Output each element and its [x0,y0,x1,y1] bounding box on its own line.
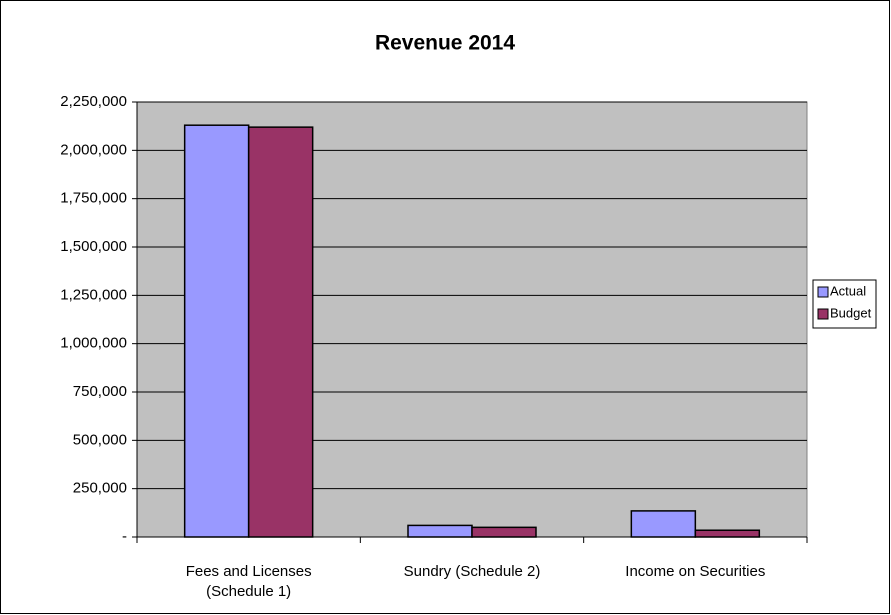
y-tick-label: 750,000 [73,383,127,400]
legend-swatch [817,308,829,320]
legend-label: Actual [830,283,866,298]
y-tick-label: 1,500,000 [60,238,127,255]
bar [630,510,697,538]
bar [407,524,473,538]
bar [247,126,314,538]
legend-swatch [817,286,829,298]
bar [183,124,250,538]
chart-title: Revenue 2014 [375,32,515,55]
bar [471,526,537,538]
y-tick-label: 500,000 [73,431,127,448]
bar [694,529,761,538]
y-tick-label: - [122,528,127,545]
y-tick-label: 2,000,000 [60,141,127,158]
x-tick-label: Fees and Licenses (Schedule 1) [185,563,312,600]
legend-label: Budget [830,305,872,320]
y-tick-label: 1,250,000 [60,286,127,303]
y-tick-label: 2,250,000 [60,93,127,110]
y-tick-label: 1,750,000 [60,190,127,207]
y-tick-label: 1,000,000 [60,335,127,352]
y-tick-label: 250,000 [73,480,127,497]
x-tick-label: Income on Securities [625,563,766,580]
x-tick-label: Sundry (Schedule 2) [403,563,541,580]
